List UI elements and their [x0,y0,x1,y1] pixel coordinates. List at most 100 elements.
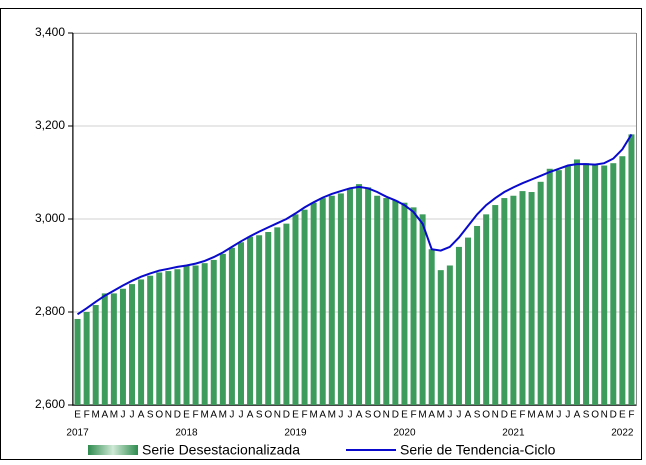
x-tick-label: A [138,410,145,421]
bar [446,265,453,405]
bar [573,159,580,405]
x-tick-label: M [328,410,336,421]
x-tick-label: M [437,410,445,421]
x-tick-label: F [410,410,416,421]
x-tick-label: O [482,410,490,421]
bar [583,163,590,405]
legend-label: Serie de Tendencia-Ciclo [400,442,556,458]
bar [328,195,335,405]
x-tick-label: D [174,410,181,421]
x-tick-label: D [610,410,617,421]
x-tick-label: E [401,410,408,421]
bar [237,242,244,405]
x-tick-label: F [302,410,308,421]
x-group-label: 2019 [284,428,307,439]
x-tick-label: A [101,410,108,421]
bar [592,164,599,405]
bar [310,202,317,405]
bar [210,259,217,405]
x-tick-label: D [501,410,508,421]
bar [138,279,145,405]
bar [619,156,626,405]
x-tick-label: J [447,410,452,421]
x-tick-label: M [200,410,208,421]
x-tick-label: M [92,410,100,421]
bar [265,232,272,405]
x-tick-label: E [510,410,517,421]
bar [129,284,136,405]
x-tick-label: N [383,410,390,421]
bar [437,270,444,405]
bar [564,165,571,405]
x-tick-label: O [373,410,381,421]
bar [283,223,290,405]
x-tick-label: A [210,410,217,421]
x-tick-label: A [247,410,254,421]
bar [519,191,526,405]
y-tick-label: 2,600 [35,397,65,411]
x-tick-label: M [309,410,317,421]
y-tick-label: 3,400 [35,25,65,39]
bar [292,214,299,405]
x-tick-label: S [583,410,590,421]
bar [546,168,553,405]
bar [119,288,126,405]
bar [365,187,372,405]
bar [474,225,481,405]
bar [428,249,435,405]
x-tick-label: J [347,410,352,421]
bar [374,195,381,405]
bar [356,184,363,405]
bar [228,247,235,405]
x-tick-label: D [392,410,399,421]
bar [156,272,163,405]
bar [219,253,226,405]
bar [610,163,617,405]
bar [183,265,190,405]
x-tick-label: J [556,410,561,421]
bar [101,293,108,405]
x-tick-label: A [319,410,326,421]
x-tick-label: N [165,410,172,421]
bar [256,235,263,405]
x-tick-label: A [574,410,581,421]
x-tick-label: D [283,410,290,421]
bar [501,198,508,405]
x-tick-label: E [619,410,626,421]
bar [201,263,208,405]
legend-swatch [88,445,138,455]
legend-label: Serie Desestacionalizada [142,442,300,458]
x-tick-label: O [591,410,599,421]
y-tick-label: 3,200 [35,118,65,132]
x-tick-label: J [238,410,243,421]
bar [192,265,199,405]
bar [465,237,472,405]
bar [274,227,281,405]
x-tick-label: N [274,410,281,421]
bar [555,170,562,405]
bar [247,236,254,405]
x-tick-label: S [365,410,372,421]
bar [92,305,99,405]
bar [346,188,353,405]
x-tick-label: M [110,410,118,421]
x-tick-label: J [120,410,125,421]
x-tick-label: S [147,410,154,421]
bar [419,214,426,405]
x-tick-label: M [527,410,535,421]
x-tick-label: J [456,410,461,421]
bar [74,318,81,405]
bar [455,246,462,405]
x-tick-label: S [256,410,263,421]
x-tick-label: E [183,410,190,421]
x-group-label: 2018 [175,428,198,439]
x-tick-label: F [628,410,634,421]
x-tick-label: M [546,410,554,421]
y-tick-label: 2,800 [35,304,65,318]
bar [483,214,490,405]
trend-line [76,133,633,316]
bar [528,192,535,405]
bar [410,207,417,405]
bar [337,193,344,405]
